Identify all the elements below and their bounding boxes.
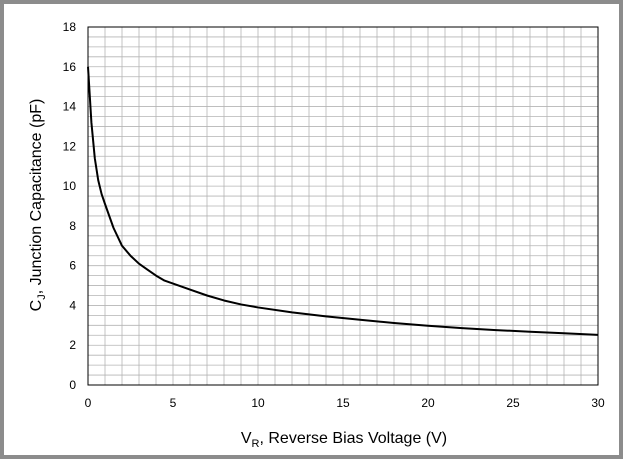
y-axis-title: CJ, Junction Capacitance (pF): [28, 99, 48, 312]
y-tick-label: 0: [69, 378, 76, 392]
y-tick-label: 14: [63, 100, 77, 114]
y-tick-label: 12: [63, 139, 77, 153]
capacitance-curve: [87, 66, 599, 336]
x-tick-label: 5: [170, 396, 177, 410]
x-axis-title: VR, Reverse Bias Voltage (V): [241, 430, 447, 450]
x-tick-label: 30: [591, 396, 605, 410]
x-axis-title-main: V: [241, 430, 252, 447]
grid-lines: [88, 27, 598, 385]
y-tick-label: 16: [63, 60, 77, 74]
y-tick-label: 10: [63, 179, 77, 193]
y-axis-title-sub: J: [36, 294, 48, 300]
x-tick-label: 15: [336, 396, 350, 410]
x-axis-title-rest: , Reverse Bias Voltage (V): [259, 430, 447, 447]
x-tick-label: 10: [251, 396, 265, 410]
y-tick-label: 6: [69, 259, 76, 273]
x-axis-title-sub: R: [252, 438, 260, 450]
tick-labels: 0 5 10 15 20 25 30 0 2 4 6 8 10 12 14 16 18: [63, 20, 605, 410]
x-tick-label: 25: [506, 396, 520, 410]
y-tick-label: 8: [69, 219, 76, 233]
y-tick-label: 18: [63, 20, 77, 34]
y-tick-label: 2: [69, 338, 76, 352]
x-tick-label: 20: [421, 396, 435, 410]
plot-border: [87, 26, 599, 386]
y-axis-title-rest: , Junction Capacitance (pF): [28, 99, 45, 295]
y-axis-title-main: C: [28, 300, 45, 312]
y-tick-label: 4: [69, 298, 76, 312]
x-tick-label: 0: [85, 396, 92, 410]
